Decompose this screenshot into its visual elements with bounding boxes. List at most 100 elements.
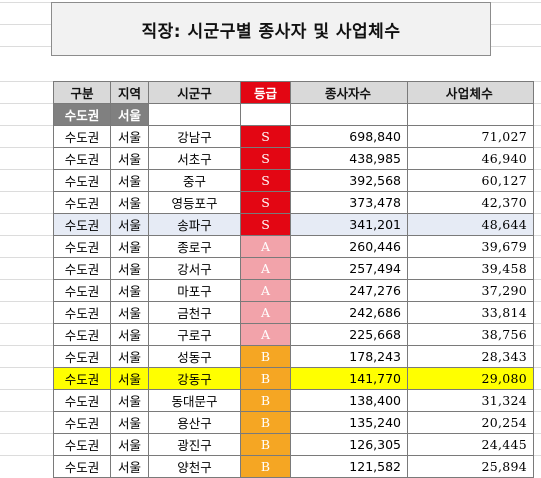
- area-cell[interactable]: 서울: [110, 411, 149, 434]
- grade-cell[interactable]: A: [240, 235, 291, 258]
- grade-cell[interactable]: S: [240, 125, 291, 148]
- area-cell[interactable]: 서울: [110, 323, 149, 346]
- workers-cell[interactable]: 373,478: [290, 191, 408, 214]
- workers-cell[interactable]: 225,668: [290, 323, 408, 346]
- region-cell[interactable]: 수도권: [53, 433, 111, 456]
- empty-cell[interactable]: [240, 103, 291, 126]
- area-cell[interactable]: 서울: [110, 169, 149, 192]
- area-cell[interactable]: 서울: [110, 301, 149, 324]
- city-cell[interactable]: 강동구: [148, 367, 241, 390]
- region-cell[interactable]: 수도권: [53, 389, 111, 412]
- city-cell[interactable]: 강남구: [148, 125, 241, 148]
- businesses-cell[interactable]: 42,370: [407, 191, 534, 214]
- city-cell[interactable]: 성동구: [148, 345, 241, 368]
- workers-cell[interactable]: 698,840: [290, 125, 408, 148]
- grade-cell[interactable]: B: [240, 455, 291, 478]
- region-cell[interactable]: 수도권: [53, 169, 111, 192]
- workers-cell[interactable]: 135,240: [290, 411, 408, 434]
- businesses-cell[interactable]: 28,343: [407, 345, 534, 368]
- area-cell[interactable]: 서울: [110, 191, 149, 214]
- workers-cell[interactable]: 242,686: [290, 301, 408, 324]
- city-cell[interactable]: 마포구: [148, 279, 241, 302]
- region-cell[interactable]: 수도권: [53, 213, 111, 236]
- workers-cell[interactable]: 141,770: [290, 367, 408, 390]
- area-cell[interactable]: 서울: [110, 213, 149, 236]
- region-cell[interactable]: 수도권: [53, 323, 111, 346]
- workers-cell[interactable]: 438,985: [290, 147, 408, 170]
- businesses-cell[interactable]: 46,940: [407, 147, 534, 170]
- area-cell[interactable]: 서울: [110, 147, 149, 170]
- group-region-cell[interactable]: 수도권: [53, 103, 111, 126]
- workers-cell[interactable]: 247,276: [290, 279, 408, 302]
- area-cell[interactable]: 서울: [110, 389, 149, 412]
- businesses-cell[interactable]: 48,644: [407, 213, 534, 236]
- header-workers[interactable]: 종사자수: [290, 81, 408, 104]
- businesses-cell[interactable]: 25,894: [407, 455, 534, 478]
- grade-cell[interactable]: B: [240, 389, 291, 412]
- workers-cell[interactable]: 178,243: [290, 345, 408, 368]
- empty-cell[interactable]: [148, 103, 241, 126]
- area-cell[interactable]: 서울: [110, 345, 149, 368]
- city-cell[interactable]: 동대문구: [148, 389, 241, 412]
- grade-cell[interactable]: B: [240, 433, 291, 456]
- grade-cell[interactable]: A: [240, 323, 291, 346]
- empty-cell[interactable]: [290, 103, 408, 126]
- region-cell[interactable]: 수도권: [53, 455, 111, 478]
- businesses-cell[interactable]: 20,254: [407, 411, 534, 434]
- city-cell[interactable]: 용산구: [148, 411, 241, 434]
- sheet-title-box[interactable]: 직장: 시군구별 종사자 및 사업체수: [51, 2, 491, 56]
- businesses-cell[interactable]: 39,679: [407, 235, 534, 258]
- workers-cell[interactable]: 121,582: [290, 455, 408, 478]
- region-cell[interactable]: 수도권: [53, 279, 111, 302]
- grade-cell[interactable]: S: [240, 169, 291, 192]
- workers-cell[interactable]: 341,201: [290, 213, 408, 236]
- workers-cell[interactable]: 138,400: [290, 389, 408, 412]
- city-cell[interactable]: 영등포구: [148, 191, 241, 214]
- header-businesses[interactable]: 사업체수: [407, 81, 534, 104]
- area-cell[interactable]: 서울: [110, 367, 149, 390]
- region-cell[interactable]: 수도권: [53, 147, 111, 170]
- area-cell[interactable]: 서울: [110, 257, 149, 280]
- city-cell[interactable]: 송파구: [148, 213, 241, 236]
- businesses-cell[interactable]: 29,080: [407, 367, 534, 390]
- grade-cell[interactable]: A: [240, 279, 291, 302]
- workers-cell[interactable]: 260,446: [290, 235, 408, 258]
- businesses-cell[interactable]: 60,127: [407, 169, 534, 192]
- businesses-cell[interactable]: 37,290: [407, 279, 534, 302]
- grade-cell[interactable]: B: [240, 411, 291, 434]
- region-cell[interactable]: 수도권: [53, 345, 111, 368]
- businesses-cell[interactable]: 71,027: [407, 125, 534, 148]
- grade-cell[interactable]: A: [240, 301, 291, 324]
- header-grade[interactable]: 등급: [240, 81, 291, 104]
- city-cell[interactable]: 종로구: [148, 235, 241, 258]
- region-cell[interactable]: 수도권: [53, 301, 111, 324]
- region-cell[interactable]: 수도권: [53, 367, 111, 390]
- header-city[interactable]: 시군구: [148, 81, 241, 104]
- businesses-cell[interactable]: 24,445: [407, 433, 534, 456]
- city-cell[interactable]: 중구: [148, 169, 241, 192]
- grade-cell[interactable]: B: [240, 345, 291, 368]
- workers-cell[interactable]: 126,305: [290, 433, 408, 456]
- header-region[interactable]: 구분: [53, 81, 111, 104]
- city-cell[interactable]: 서초구: [148, 147, 241, 170]
- city-cell[interactable]: 금천구: [148, 301, 241, 324]
- workers-cell[interactable]: 392,568: [290, 169, 408, 192]
- region-cell[interactable]: 수도권: [53, 235, 111, 258]
- businesses-cell[interactable]: 39,458: [407, 257, 534, 280]
- grade-cell[interactable]: S: [240, 191, 291, 214]
- grade-cell[interactable]: S: [240, 147, 291, 170]
- workers-cell[interactable]: 257,494: [290, 257, 408, 280]
- area-cell[interactable]: 서울: [110, 279, 149, 302]
- businesses-cell[interactable]: 31,324: [407, 389, 534, 412]
- region-cell[interactable]: 수도권: [53, 125, 111, 148]
- businesses-cell[interactable]: 33,814: [407, 301, 534, 324]
- area-cell[interactable]: 서울: [110, 455, 149, 478]
- area-cell[interactable]: 서울: [110, 125, 149, 148]
- area-cell[interactable]: 서울: [110, 433, 149, 456]
- region-cell[interactable]: 수도권: [53, 191, 111, 214]
- city-cell[interactable]: 양천구: [148, 455, 241, 478]
- city-cell[interactable]: 광진구: [148, 433, 241, 456]
- header-area[interactable]: 지역: [110, 81, 149, 104]
- city-cell[interactable]: 강서구: [148, 257, 241, 280]
- grade-cell[interactable]: S: [240, 213, 291, 236]
